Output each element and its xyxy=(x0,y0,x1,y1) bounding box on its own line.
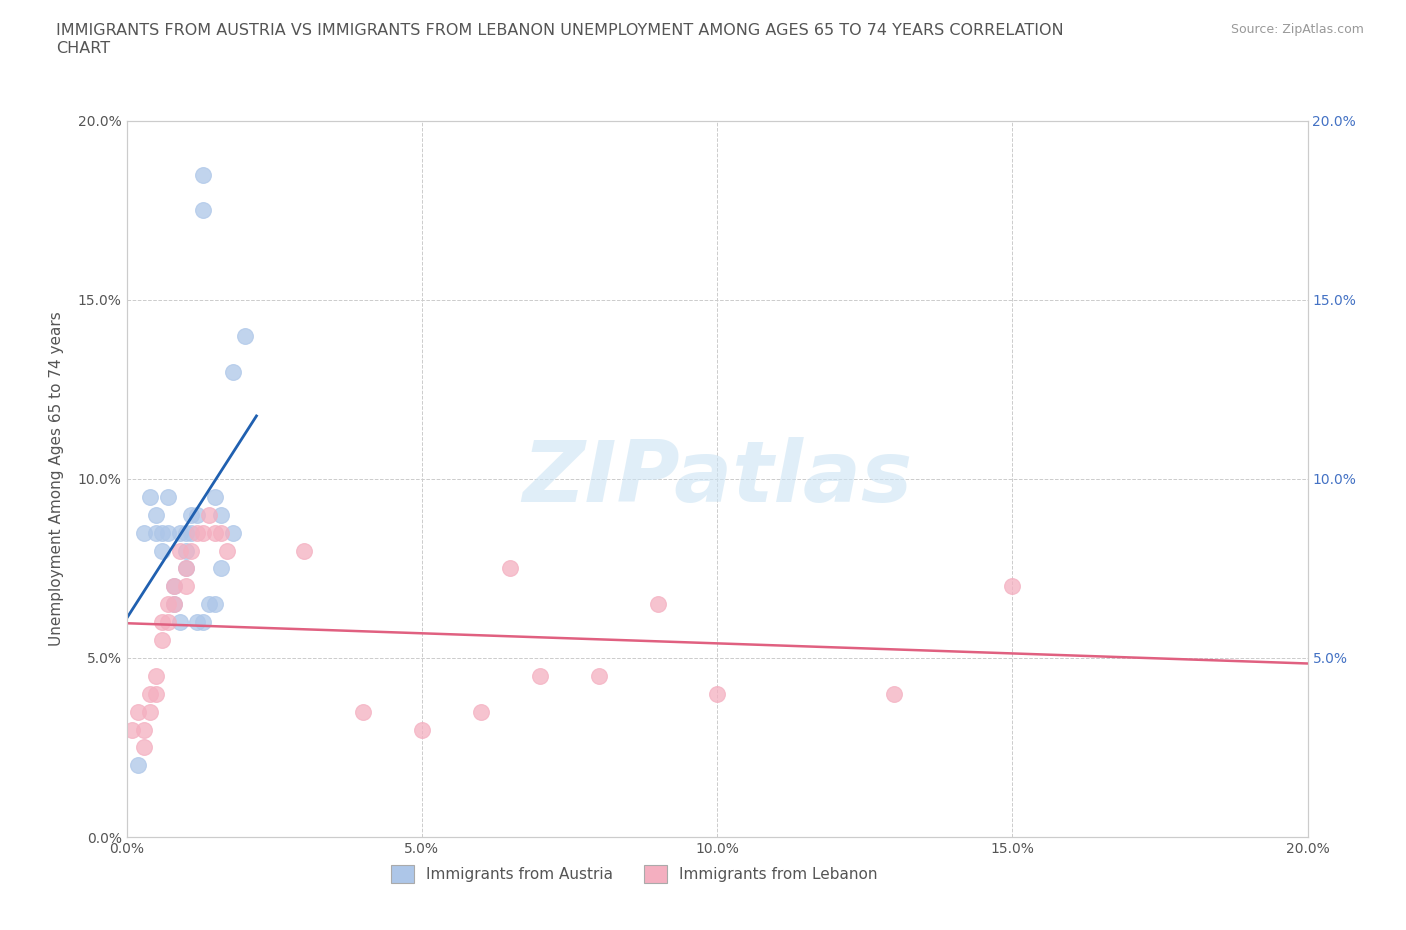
Point xyxy=(139,489,162,504)
Point xyxy=(215,543,238,558)
Point xyxy=(156,615,179,630)
Point xyxy=(209,525,232,540)
Point xyxy=(150,543,173,558)
Legend: Immigrants from Austria, Immigrants from Lebanon: Immigrants from Austria, Immigrants from… xyxy=(384,857,886,890)
Point xyxy=(150,632,173,647)
Text: Source: ZipAtlas.com: Source: ZipAtlas.com xyxy=(1230,23,1364,36)
Point xyxy=(352,704,374,719)
Point xyxy=(163,597,186,612)
Point xyxy=(156,597,179,612)
Point xyxy=(180,525,202,540)
Point xyxy=(411,722,433,737)
Point xyxy=(156,525,179,540)
Point xyxy=(1001,578,1024,594)
Point xyxy=(163,597,186,612)
Point xyxy=(169,543,191,558)
Point xyxy=(156,489,179,504)
Point xyxy=(174,561,197,576)
Point xyxy=(169,525,191,540)
Point xyxy=(186,615,208,630)
Y-axis label: Unemployment Among Ages 65 to 74 years: Unemployment Among Ages 65 to 74 years xyxy=(49,312,63,646)
Point xyxy=(186,525,208,540)
Point xyxy=(204,525,226,540)
Point xyxy=(134,740,156,755)
Point xyxy=(174,561,197,576)
Point xyxy=(127,704,149,719)
Point xyxy=(706,686,728,701)
Point xyxy=(150,525,173,540)
Point xyxy=(204,597,226,612)
Text: IMMIGRANTS FROM AUSTRIA VS IMMIGRANTS FROM LEBANON UNEMPLOYMENT AMONG AGES 65 TO: IMMIGRANTS FROM AUSTRIA VS IMMIGRANTS FR… xyxy=(56,23,1064,56)
Point xyxy=(193,525,215,540)
Point xyxy=(139,686,162,701)
Point xyxy=(198,508,221,523)
Point xyxy=(222,364,245,379)
Point xyxy=(470,704,492,719)
Point xyxy=(233,328,256,343)
Point xyxy=(529,669,551,684)
Point xyxy=(209,561,232,576)
Point xyxy=(647,597,669,612)
Point xyxy=(174,525,197,540)
Point xyxy=(186,508,208,523)
Point xyxy=(193,203,215,218)
Point xyxy=(163,578,186,594)
Point xyxy=(163,578,186,594)
Point xyxy=(145,686,167,701)
Point xyxy=(145,669,167,684)
Point xyxy=(222,525,245,540)
Point xyxy=(150,615,173,630)
Point xyxy=(145,525,167,540)
Point xyxy=(193,615,215,630)
Text: ZIPatlas: ZIPatlas xyxy=(522,437,912,521)
Point xyxy=(169,615,191,630)
Point xyxy=(134,525,156,540)
Point xyxy=(180,508,202,523)
Point xyxy=(193,167,215,182)
Point xyxy=(145,508,167,523)
Point xyxy=(174,578,197,594)
Point xyxy=(883,686,905,701)
Point xyxy=(204,489,226,504)
Point xyxy=(127,758,149,773)
Point xyxy=(588,669,610,684)
Point xyxy=(198,597,221,612)
Point xyxy=(121,722,143,737)
Point xyxy=(134,722,156,737)
Point xyxy=(292,543,315,558)
Point xyxy=(499,561,522,576)
Point xyxy=(174,543,197,558)
Point xyxy=(139,704,162,719)
Point xyxy=(209,508,232,523)
Point xyxy=(180,543,202,558)
